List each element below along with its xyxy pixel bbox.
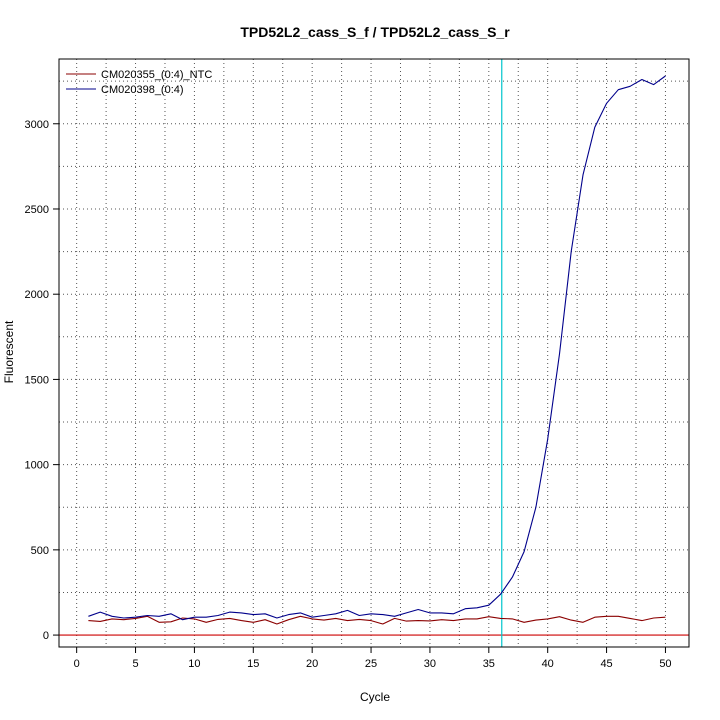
x-tick-label: 35 [483,658,495,670]
x-tick-label: 0 [74,658,80,670]
x-tick-label: 25 [365,658,377,670]
y-tick-label: 1500 [25,374,49,386]
y-tick-label: 500 [31,545,49,557]
x-tick-label: 15 [247,658,259,670]
x-tick-label: 50 [659,658,671,670]
x-tick-label: 20 [306,658,318,670]
grid-lines [59,59,689,647]
chart-title: TPD52L2_cass_S_f / TPD52L2_cass_S_r [240,24,510,40]
x-tick-label: 5 [132,658,138,670]
plot-frame [58,58,690,648]
plot-marks [59,59,689,647]
x-axis-label: Cycle [360,690,390,704]
axes: 0 5 10 15 20 25 30 35 40 45 5005001000150020002500… [25,119,672,670]
y-tick-label: 2000 [25,289,49,301]
y-tick-label: 2500 [25,204,49,216]
y-tick-label: 3000 [25,119,49,131]
legend-label-1: CM020355_(0:4)_NTC [101,69,212,81]
x-tick-label: 10 [188,658,200,670]
series-line-1 [88,615,666,625]
x-tick-label: 40 [542,658,554,670]
legend-label-2: CM020398_(0:4) [101,84,184,96]
x-tick-label: 45 [600,658,612,670]
legend: CM020355_(0:4)_NTC CM020398_(0:4) [66,69,212,96]
y-tick-label: 0 [43,630,49,642]
x-tick-label: 30 [424,658,436,670]
y-axis-label: Fluorescent [2,320,16,383]
y-tick-label: 1000 [25,460,49,472]
series-line-2 [88,75,666,621]
